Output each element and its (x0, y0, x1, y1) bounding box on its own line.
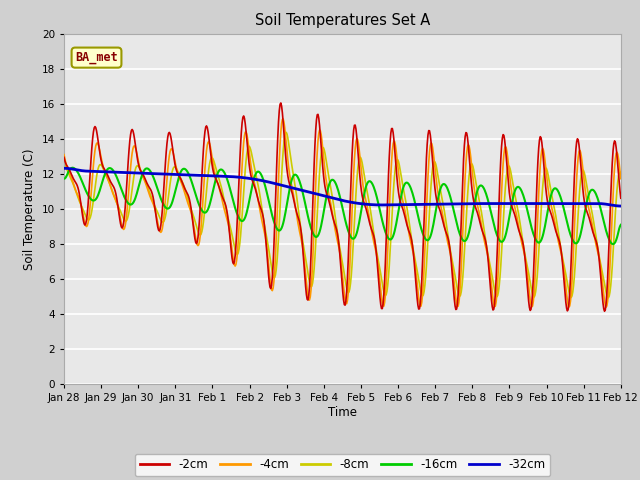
-32cm (60, 166, 68, 171)
-32cm (410, 202, 418, 207)
-4cm (70, 183, 78, 189)
X-axis label: Time: Time (328, 406, 357, 419)
-16cm (214, 169, 222, 175)
-32cm (214, 173, 221, 179)
Line: -2cm: -2cm (64, 103, 621, 311)
-4cm (60, 152, 68, 157)
-8cm (184, 196, 192, 202)
-32cm (70, 167, 78, 172)
Title: Soil Temperatures Set A: Soil Temperatures Set A (255, 13, 430, 28)
Text: BA_met: BA_met (75, 51, 118, 64)
-32cm (184, 172, 192, 178)
-4cm (279, 116, 287, 122)
-2cm (601, 308, 609, 314)
Legend: -2cm, -4cm, -8cm, -16cm, -32cm: -2cm, -4cm, -8cm, -16cm, -32cm (135, 454, 550, 476)
-8cm (617, 169, 625, 175)
-2cm (428, 139, 435, 145)
-8cm (605, 295, 612, 300)
-4cm (617, 176, 625, 181)
-2cm (70, 177, 78, 183)
-8cm (282, 130, 290, 135)
-8cm (411, 255, 419, 261)
-32cm (127, 170, 135, 176)
-4cm (602, 304, 610, 310)
-2cm (214, 179, 221, 185)
Line: -32cm: -32cm (64, 168, 621, 206)
-2cm (184, 192, 192, 198)
-16cm (71, 166, 79, 171)
-16cm (411, 199, 419, 205)
-16cm (617, 222, 625, 228)
Y-axis label: Soil Temperature (C): Soil Temperature (C) (23, 148, 36, 270)
-16cm (185, 171, 193, 177)
-8cm (60, 161, 68, 167)
-8cm (127, 192, 135, 198)
-2cm (127, 128, 135, 133)
-8cm (70, 183, 78, 189)
-32cm (617, 203, 625, 209)
-2cm (60, 155, 68, 160)
-8cm (428, 182, 435, 188)
-16cm (428, 231, 435, 237)
-16cm (60, 176, 68, 181)
-16cm (68, 165, 76, 170)
-32cm (426, 201, 434, 207)
-4cm (127, 156, 135, 162)
-16cm (609, 241, 617, 247)
-4cm (428, 140, 435, 146)
-4cm (214, 179, 221, 185)
-4cm (411, 260, 419, 265)
-8cm (214, 170, 221, 176)
Line: -8cm: -8cm (64, 132, 621, 298)
-2cm (411, 266, 419, 272)
Line: -4cm: -4cm (64, 119, 621, 307)
-16cm (128, 201, 136, 207)
-2cm (617, 195, 625, 201)
-2cm (277, 100, 285, 106)
Line: -16cm: -16cm (64, 168, 621, 244)
-4cm (184, 200, 192, 206)
